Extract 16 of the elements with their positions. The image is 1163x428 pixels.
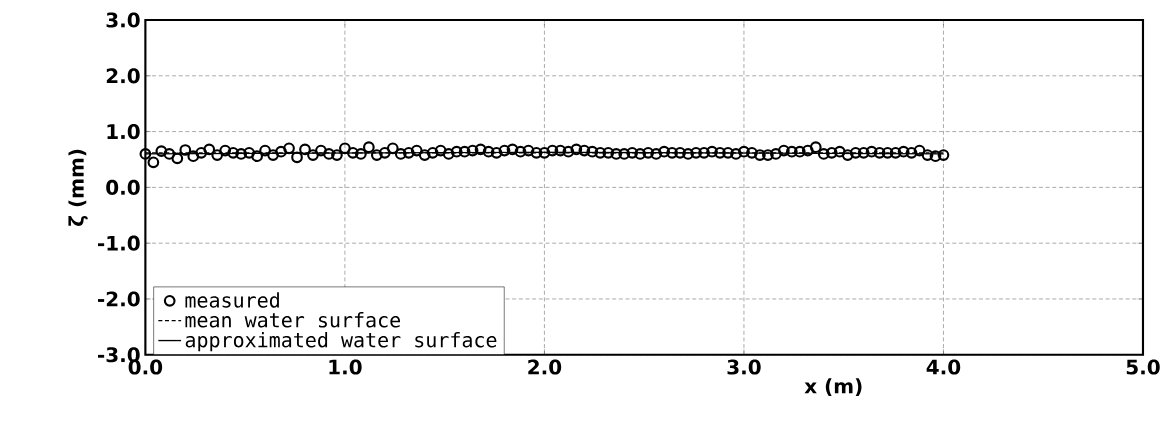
- x-axis-title: x (m): [804, 378, 862, 396]
- y-axis-title: ζ (mm): [68, 149, 88, 226]
- x-tick-label: 1.0: [329, 359, 362, 375]
- y-tick-label: -1.0: [98, 235, 140, 251]
- y-tick-label: 3.0: [106, 12, 140, 28]
- y-tick-label: 2.0: [106, 68, 140, 84]
- x-tick-label: 2.0: [528, 359, 562, 375]
- x-tick-label: 4.0: [926, 359, 961, 375]
- y-tick-label: 1.0: [107, 123, 140, 140]
- x-tick-label: 5.0: [1126, 359, 1160, 375]
- y-tick-label: 0.0: [106, 179, 140, 195]
- legend-label: measured: [185, 292, 279, 308]
- legend-label: approximated water surface: [185, 331, 497, 352]
- y-tick-label: -2.0: [98, 291, 140, 307]
- legend-label: mean water surface: [185, 312, 401, 328]
- x-tick-label: 3.0: [727, 359, 761, 375]
